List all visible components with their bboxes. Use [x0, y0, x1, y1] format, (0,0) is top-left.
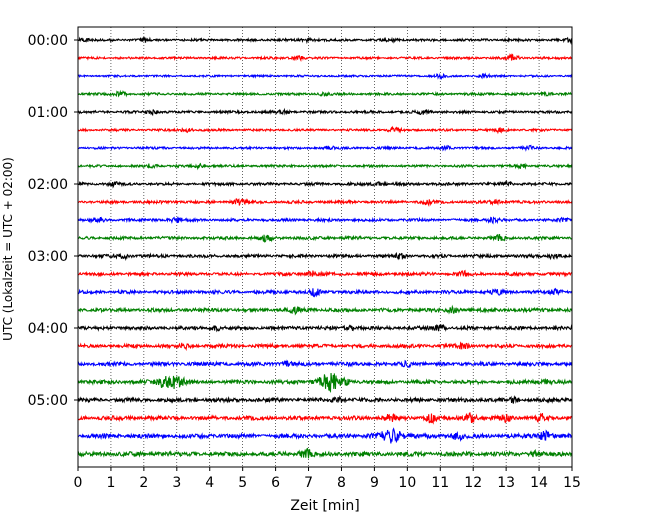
trace-line: [77, 287, 573, 298]
x-tick-label: 5: [238, 475, 247, 491]
x-tick-label: 10: [398, 475, 416, 491]
x-tick-label: 2: [139, 475, 148, 491]
x-tick-label: 14: [530, 475, 548, 491]
y-axis-label: UTC (Lokalzeit = UTC + 02:00): [1, 157, 15, 341]
y-tick-label: 04:00: [28, 321, 68, 337]
trace-line: [77, 251, 573, 261]
x-tick-label: 8: [337, 475, 346, 491]
trace-line: [77, 359, 573, 369]
trace-line: [77, 427, 573, 444]
trace-line: [77, 162, 573, 171]
y-tick-label: 01:00: [28, 105, 68, 121]
x-tick-label: 1: [106, 475, 115, 491]
trace-line: [77, 447, 573, 459]
trace-line: [77, 341, 573, 352]
trace-line: [77, 36, 573, 45]
y-tick-label: 03:00: [28, 249, 68, 265]
trace-line: [77, 107, 573, 117]
x-tick-label: 6: [271, 475, 280, 491]
trace-line: [77, 72, 573, 81]
y-tick-label: 00:00: [28, 33, 68, 49]
trace-line: [77, 179, 573, 189]
trace-line: [77, 269, 573, 278]
trace-line: [77, 198, 573, 207]
x-tick-label: 7: [304, 475, 313, 491]
x-tick-label: 0: [74, 475, 83, 491]
x-axis-ticks: 0 1 2 3 4 5 6 7 8 9 10 11 12 13 14 15: [74, 467, 581, 491]
x-tick-label: 3: [172, 475, 181, 491]
x-tick-label: 11: [431, 475, 449, 491]
trace-line: [77, 304, 573, 316]
seismic-traces: [77, 36, 573, 459]
trace-line: [77, 216, 573, 225]
trace-line: [77, 144, 573, 152]
x-tick-label: 12: [464, 475, 482, 491]
trace-line: [77, 89, 573, 98]
trace-line: [77, 323, 573, 333]
trace-line: [77, 233, 573, 243]
trace-line: [77, 394, 573, 404]
x-tick-label: 15: [563, 475, 581, 491]
trace-line: [77, 412, 573, 425]
x-tick-label: 13: [497, 475, 515, 491]
trace-line: [77, 372, 573, 393]
y-tick-label: 02:00: [28, 177, 68, 193]
x-tick-label: 4: [205, 475, 214, 491]
trace-line: [77, 53, 573, 63]
x-tick-label: 9: [370, 475, 379, 491]
trace-line: [77, 125, 573, 135]
minute-grid: [110, 27, 540, 467]
x-axis-label: Zeit [min]: [290, 498, 359, 514]
plot-frame: [77, 26, 573, 468]
y-tick-label: 05:00: [28, 393, 68, 409]
y-axis-ticks: 00:00 01:00 02:00 03:00 04:00 05:00: [28, 33, 78, 409]
